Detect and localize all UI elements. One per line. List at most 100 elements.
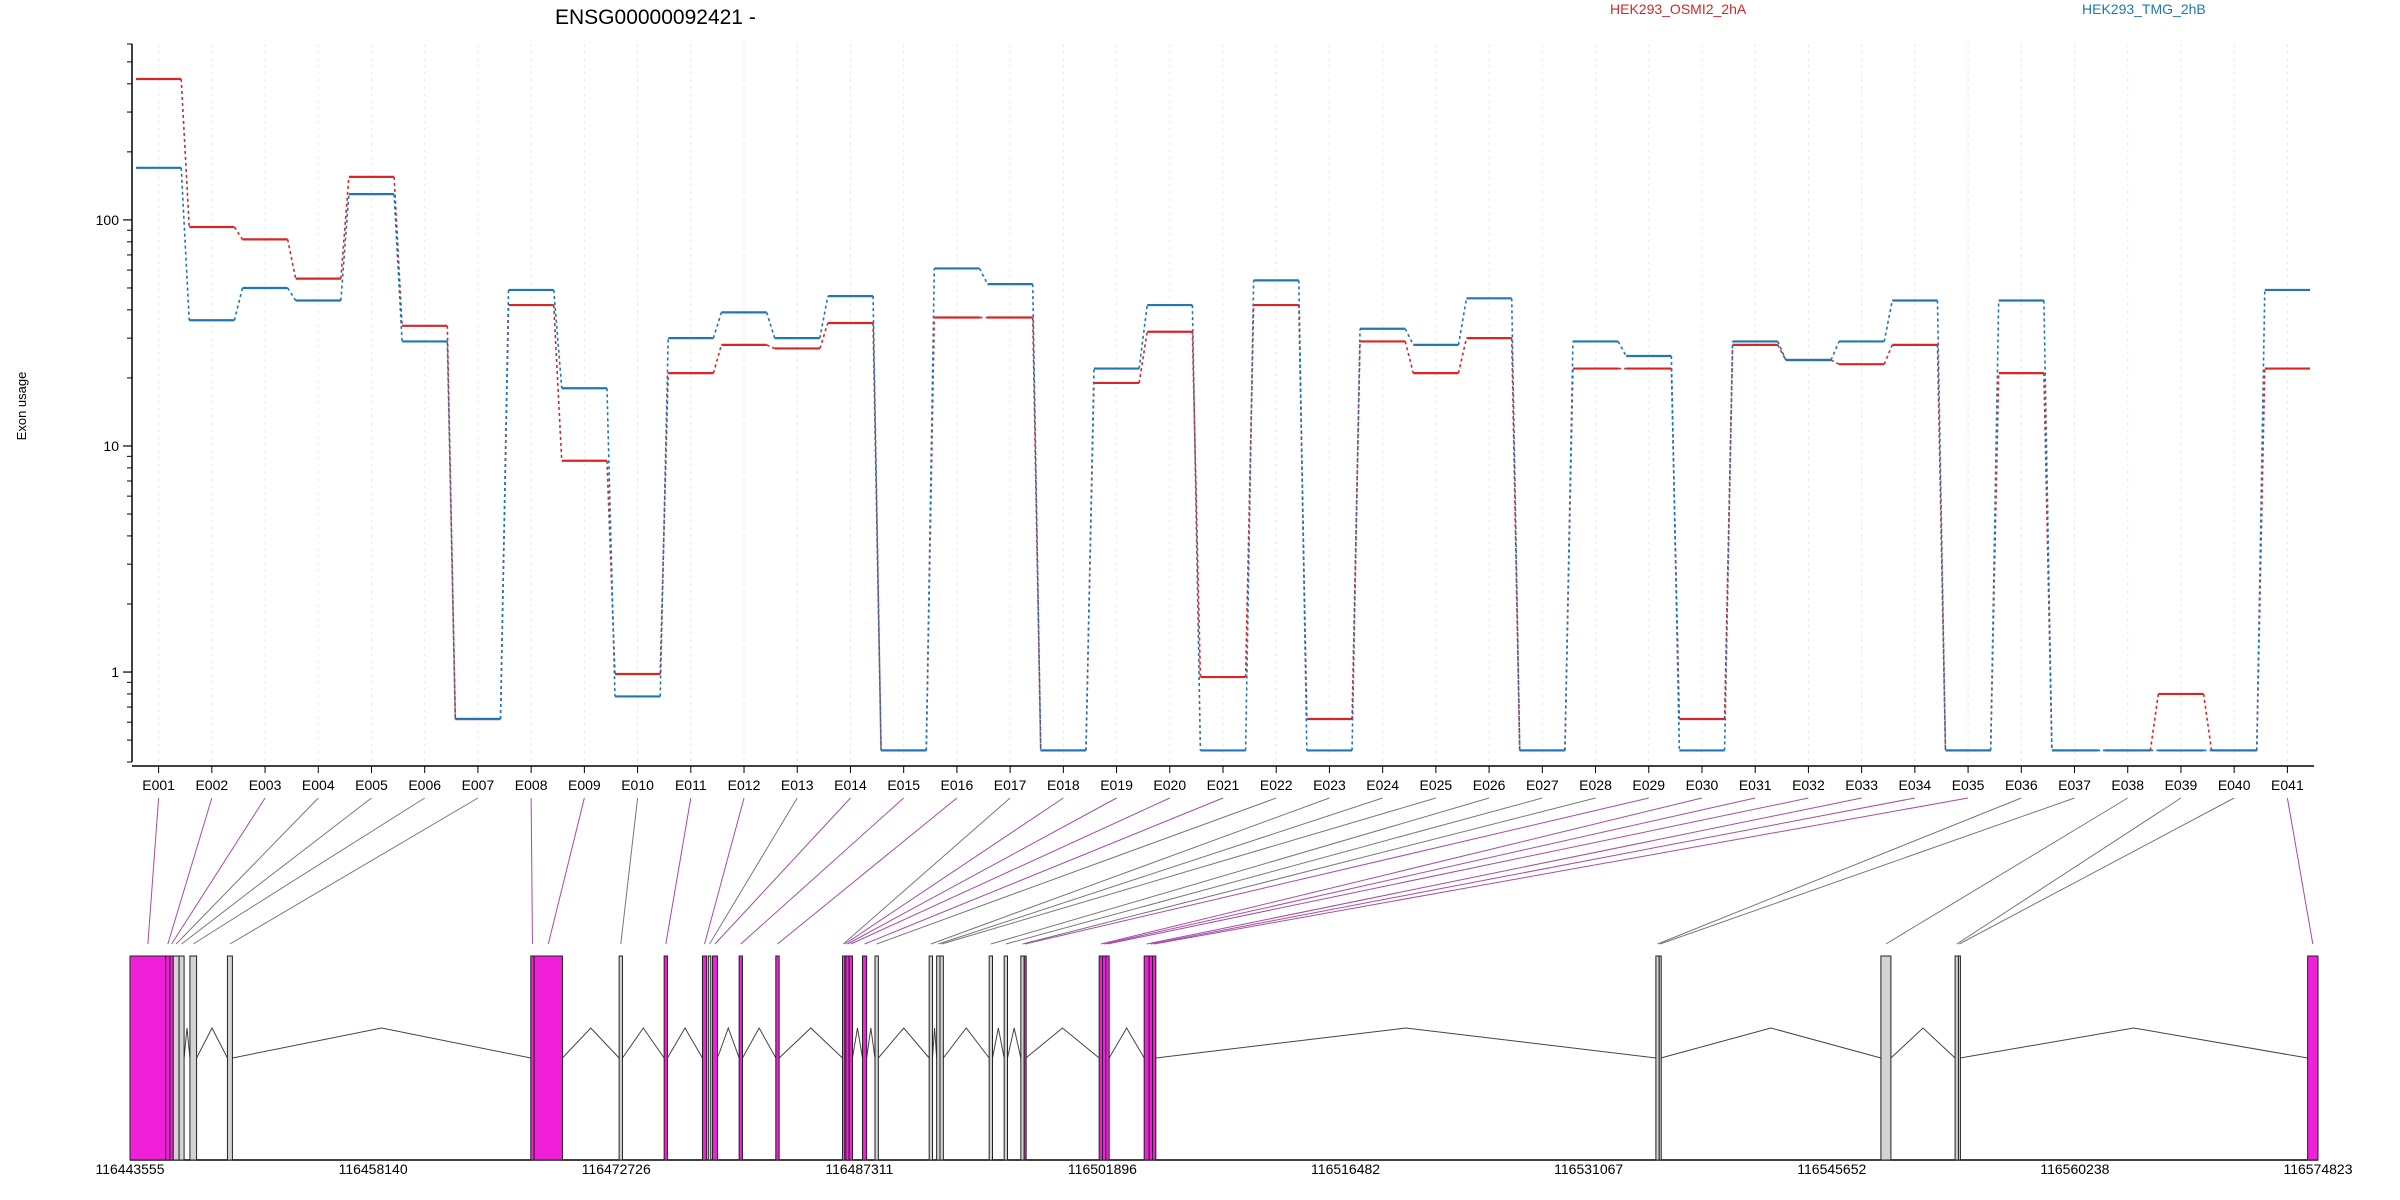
exon-E034 <box>1148 955 1154 1161</box>
connector-layer <box>147 797 2314 945</box>
exon-connector <box>844 797 1064 945</box>
series-link <box>180 78 191 228</box>
series-link <box>1138 331 1148 384</box>
series-link <box>233 287 244 321</box>
exon-E007 <box>226 955 233 1161</box>
series-link <box>286 239 297 279</box>
exon-E029 <box>1023 955 1027 1161</box>
series-link <box>1457 298 1468 346</box>
exon-E025 <box>939 955 944 1161</box>
x-tick-label: E030 <box>1686 777 1719 793</box>
exon-E022 <box>874 955 879 1161</box>
x-tick-label: E027 <box>1526 777 1559 793</box>
exon-connector <box>530 797 533 945</box>
x-tick-label: E002 <box>195 777 228 793</box>
exon-connector <box>229 797 479 945</box>
series-link <box>872 322 882 751</box>
exon-E005 <box>178 955 185 1161</box>
intron <box>1660 1027 1882 1059</box>
series-link <box>1617 341 1627 357</box>
legend-entry-osmi2: HEK293_OSMI2_2hA <box>1610 1 1747 17</box>
series-link <box>1298 280 1308 751</box>
exon-E008 <box>530 955 535 1161</box>
series-link <box>1670 355 1681 751</box>
x-tick-label: E017 <box>994 777 1027 793</box>
exon-E024 <box>936 955 941 1161</box>
x-tick-label: E006 <box>408 777 441 793</box>
x-tick-label: E021 <box>1207 777 1240 793</box>
series-link <box>925 268 936 751</box>
x-tick-label: E033 <box>1845 777 1878 793</box>
series-link <box>1404 328 1414 346</box>
series-link <box>499 289 510 719</box>
exon-connector <box>665 797 692 945</box>
exon-E003 <box>169 955 174 1161</box>
exon-connector <box>1104 797 1756 945</box>
y-tick-label: 10 <box>103 438 119 454</box>
intron <box>667 1027 703 1059</box>
exon-connector <box>740 797 905 945</box>
x-tick-label: E007 <box>462 777 495 793</box>
intron <box>877 1027 930 1059</box>
series-link <box>1404 341 1415 374</box>
exon-E027 <box>1003 955 1008 1161</box>
intron <box>717 1026 740 1059</box>
series-link <box>1457 337 1468 374</box>
series-link <box>1830 341 1840 361</box>
series-tmg <box>136 166 2310 752</box>
y-axis-label: Exon usage <box>14 372 29 441</box>
exon-connector <box>1022 797 1596 945</box>
exon-connector <box>709 797 798 945</box>
x-tick-label: E018 <box>1047 777 1080 793</box>
series-link <box>2255 289 2266 751</box>
exon-E006 <box>189 955 198 1161</box>
genomic-tick-label: 116531067 <box>1554 1161 1623 1177</box>
series-link <box>1244 280 1255 751</box>
exon-connector <box>714 797 851 945</box>
series-link <box>1777 344 1787 361</box>
x-tick-label: E013 <box>781 777 814 793</box>
series-link <box>712 312 723 339</box>
series-link <box>606 388 616 697</box>
intron <box>992 1027 1005 1059</box>
series-link <box>552 289 563 389</box>
series-link <box>872 296 882 751</box>
genomic-tick-label: 116560238 <box>2040 1161 2109 1177</box>
series-link <box>1138 304 1148 369</box>
exon-connector <box>1659 797 2075 945</box>
series-link <box>1883 344 1893 365</box>
series-link <box>552 305 563 461</box>
x-tick-label: E040 <box>2218 777 2251 793</box>
exon-E033 <box>1143 955 1150 1161</box>
x-tick-label: E029 <box>1632 777 1665 793</box>
exon-E031 <box>1102 955 1107 1161</box>
series-link <box>340 194 350 301</box>
intron <box>1890 1027 1956 1059</box>
exon-connector <box>1005 797 1543 945</box>
exon-E028 <box>1020 955 1025 1161</box>
series-link <box>180 167 191 321</box>
x-tick-label: E037 <box>2058 777 2091 793</box>
exon-connector <box>842 797 1011 945</box>
x-tick-label: E026 <box>1473 777 1506 793</box>
series-link <box>2255 368 2266 751</box>
grid-layer <box>158 44 2288 762</box>
exon-connector <box>171 797 266 945</box>
series-link <box>2149 693 2160 751</box>
series-link <box>446 341 457 719</box>
exon-connector <box>2286 797 2314 945</box>
series-link <box>1031 317 1042 751</box>
intron <box>851 1027 863 1059</box>
exon-connector <box>864 797 1224 945</box>
series-link <box>712 344 723 374</box>
x-tick-label: E035 <box>1952 777 1985 793</box>
exon-E002 <box>165 955 171 1161</box>
x-tick-label: E019 <box>1100 777 1133 793</box>
intron <box>778 1027 843 1059</box>
x-tick-label: E031 <box>1739 777 1772 793</box>
x-tick-label: E016 <box>941 777 974 793</box>
x-tick-label: E009 <box>568 777 601 793</box>
series-link <box>1085 368 1095 751</box>
x-tick-label: E023 <box>1313 777 1346 793</box>
x-tick-label: E005 <box>355 777 388 793</box>
